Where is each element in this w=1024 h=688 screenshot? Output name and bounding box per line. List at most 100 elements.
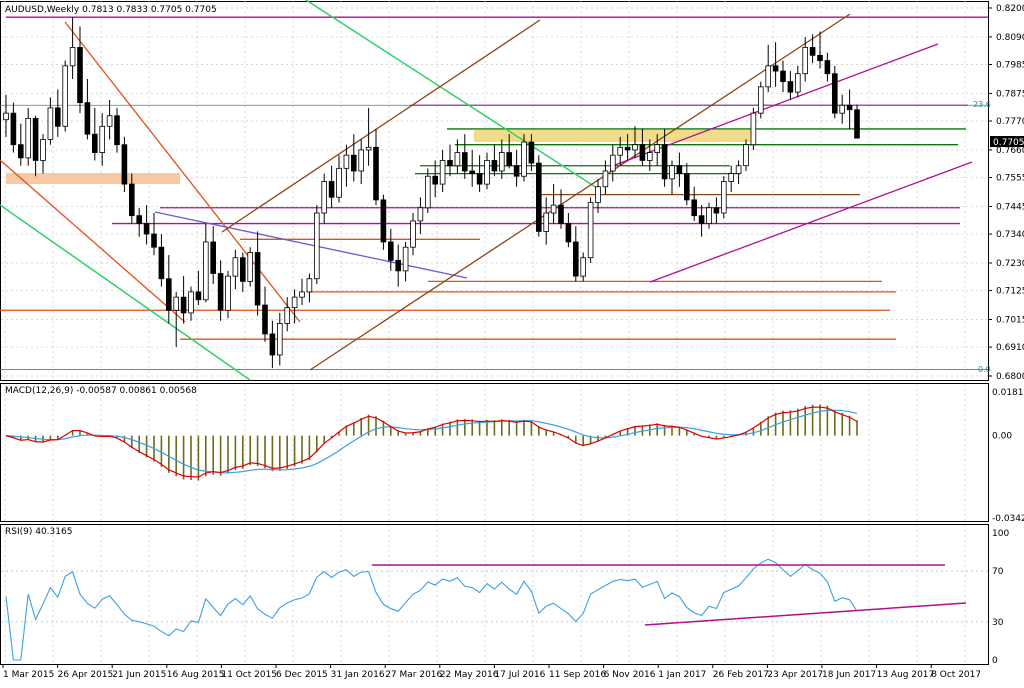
candle-body [173,296,180,311]
candle-body [469,170,475,175]
candle-body [824,60,831,75]
candle-body [299,291,305,298]
time-tick-label: 6 Nov 2016 [604,670,656,680]
macd-tick-label: -0.03422 [992,514,1024,524]
time-tick-label: 6 Dec 2015 [276,670,328,680]
candle-body [232,257,239,277]
candle-body [580,257,586,277]
macd-tick-label: 0.00 [992,432,1012,442]
rsi-label: RSI(9) 40.3165 [5,527,72,537]
trendline-orange-lower [0,159,186,323]
candle-body [536,162,542,232]
price-tick-label: 0.7875 [996,89,1024,99]
time-tick-label: 22 May 2016 [440,670,499,680]
rsi-tick-label: 70 [992,567,1004,577]
candle-body [802,47,808,75]
candle-body [832,73,838,114]
candle-body [543,212,549,232]
candle-body [262,304,268,335]
candle-body [521,141,527,177]
candle-body [254,252,261,306]
rsi-tick-label: 0 [992,656,998,666]
current-price-marker [990,136,1024,147]
candle-body [25,118,31,159]
candle-body [484,160,490,185]
candle-body [439,160,446,185]
candle-body [3,112,9,121]
candle-body [387,241,394,261]
price-tick-label: 0.7985 [996,61,1024,71]
candle-body [306,278,313,293]
candle-body [417,207,424,222]
time-tick-label: 1 Mar 2015 [3,670,54,680]
time-tick-label: 23 Apr 2017 [767,670,823,680]
trendline-brown-lower [309,13,851,371]
candle-body [188,291,194,314]
candle-body [617,146,623,156]
candle-body [461,152,468,172]
trendline-orange-down [64,21,301,323]
candle-body [595,186,601,203]
candle-body [706,207,712,224]
trendline-magenta-upper [614,43,939,166]
trendline-green-lower [0,204,251,381]
candle-body [10,112,17,146]
rsi-indicator [1,558,988,661]
macd-signal-line [5,409,858,474]
candle-body [573,241,579,277]
candle-body [217,273,224,311]
fib-label-top: 23.6 [973,100,991,109]
candle-body [765,65,771,88]
time-tick-label: 21 Jun 2015 [112,670,166,680]
time-tick-label: 11 Oct 2015 [221,670,277,680]
time-tick-label: 26 Apr 2015 [58,670,114,680]
candle-body [269,333,276,356]
price-tick-label: 0.7445 [996,202,1024,212]
candle-body [743,144,749,167]
candle-body [454,152,461,167]
candle-body [350,154,357,172]
candle-body [476,173,483,185]
candle-body [84,102,91,135]
candle-body [62,65,68,127]
macd-tick-label: 0.01813 [992,388,1024,398]
candles [3,17,860,369]
candle-body [565,223,572,243]
macd-indicator [5,404,858,481]
candle-body [343,154,350,169]
candle-body [328,181,335,198]
macd-pane-frame [0,383,989,522]
candle-body [313,212,320,280]
candle-body [92,133,98,153]
candle-body [55,107,61,127]
candle-body [447,160,453,167]
candle-body [491,160,498,172]
trendline-purple [154,211,468,279]
candle-body [691,199,697,217]
candle-body [780,70,786,83]
candle-body [202,241,209,301]
candle-body [839,104,845,114]
rsi-line [5,558,858,661]
trendline-magenta-lower [649,161,973,283]
horizontal-levels [0,16,988,370]
candle-body [506,152,512,167]
candle-body [77,47,83,104]
candle-body [661,144,668,180]
candle-body [750,112,757,146]
candle-body [498,152,505,172]
symbol-label: AUDUSD,Weekly 0.7813 0.7833 0.7705 0.770… [5,5,217,15]
candle-body [276,323,283,356]
candle-body [713,207,720,214]
candle-body [336,167,342,198]
candle-body [698,215,705,224]
symbol-text: AUDUSD,Weekly [5,5,80,15]
candle-body [40,139,46,161]
